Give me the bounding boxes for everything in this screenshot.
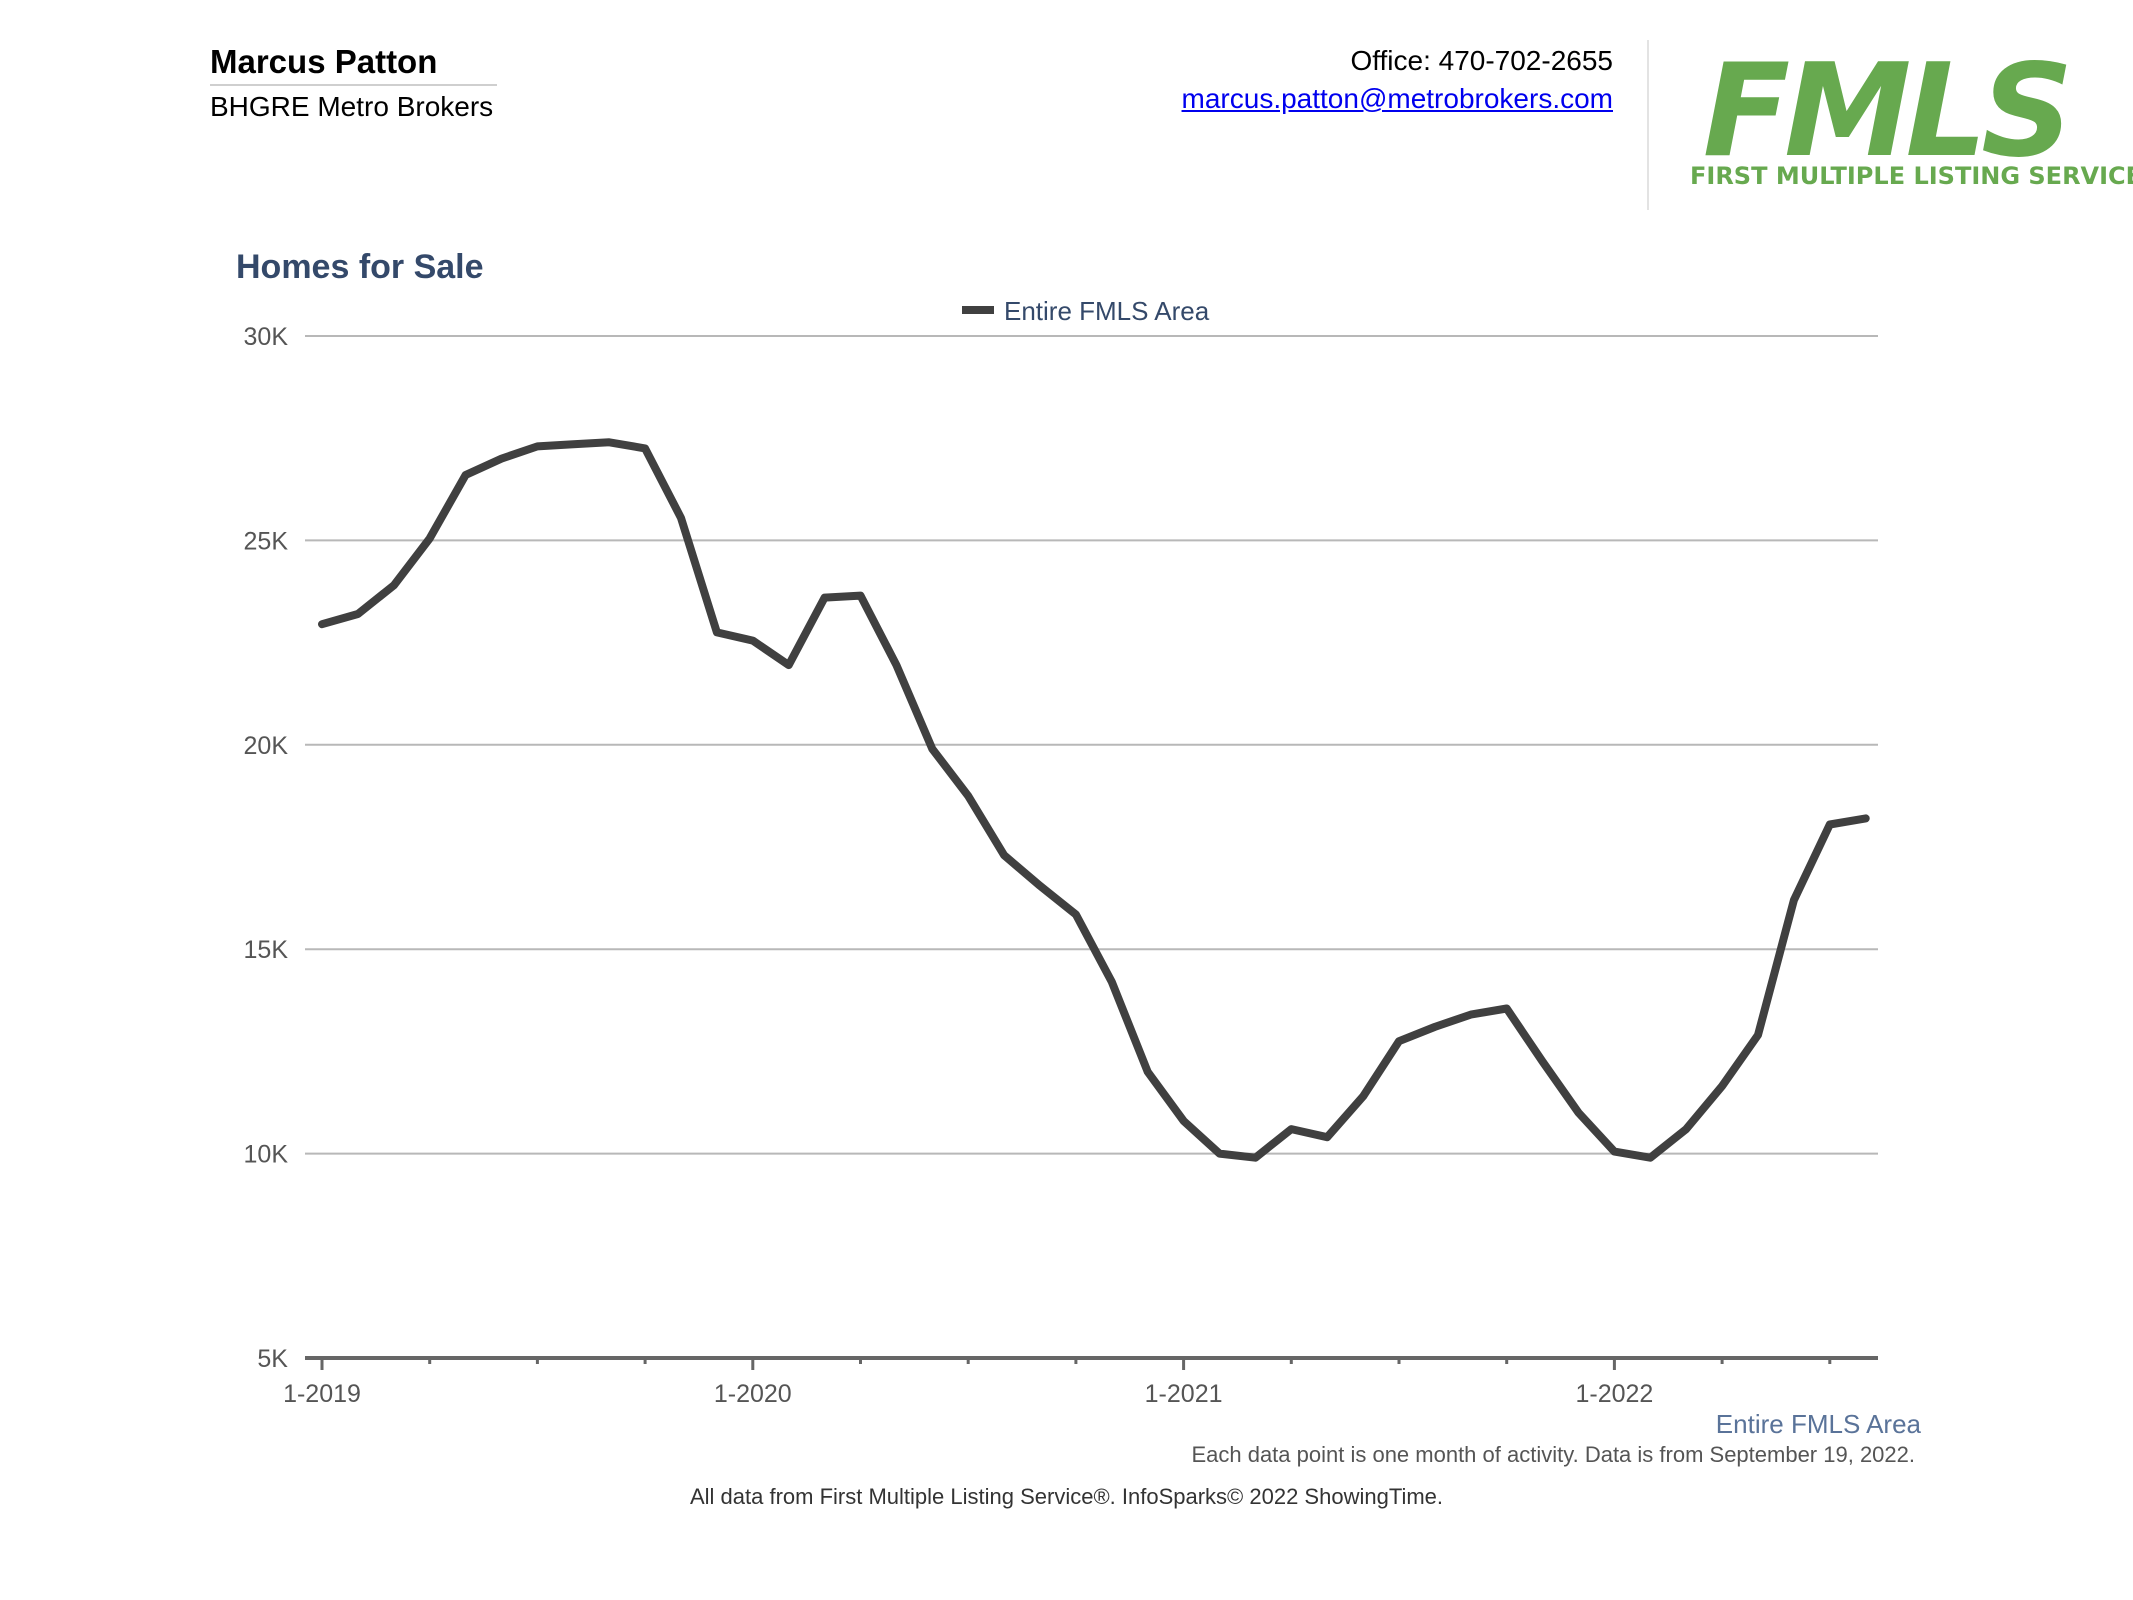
logo-subtitle: FIRST MULTIPLE LISTING SERVICE [1690,162,2133,190]
x-tick-label: 1-2019 [283,1380,361,1408]
x-tick-label: 1-2022 [1575,1380,1653,1408]
y-tick-label: 5K [257,1345,288,1373]
agent-name: Marcus Patton [210,43,438,80]
fmls-logo: FMLS FIRST MULTIPLE LISTING SERVICE [1690,37,2133,194]
y-tick-label: 15K [244,936,289,964]
y-tick-label: 25K [244,527,289,555]
source-line: All data from First Multiple Listing Ser… [689,1484,1444,1509]
y-tick-label: 30K [244,323,289,351]
y-tick-label: 10K [244,1141,289,1169]
contact-block: Office: 470-702-2655 marcus.patton@metro… [1182,42,1613,118]
x-tick-label: 1-2021 [1145,1380,1223,1408]
footnote: Each data point is one month of activity… [1191,1442,1915,1467]
y-tick-label: 20K [244,732,289,760]
series-line [318,438,1870,1162]
header-divider [1647,40,1649,210]
email-link[interactable]: marcus.patton@metrobrokers.com [1181,83,1613,114]
series-caption: Entire FMLS Area [1716,1409,1922,1439]
agent-company: BHGRE Metro Brokers [210,91,494,122]
agent-block: Marcus Patton BHGRE Metro Brokers [210,42,497,124]
logo-letters: FMLS [1702,37,2074,186]
x-tick-label: 1-2020 [714,1380,792,1408]
agent-divider [210,84,497,86]
office-phone: Office: 470-702-2655 [1350,45,1613,76]
legend-label: Entire FMLS Area [1004,296,1210,326]
chart-title: Homes for Sale [236,248,484,286]
